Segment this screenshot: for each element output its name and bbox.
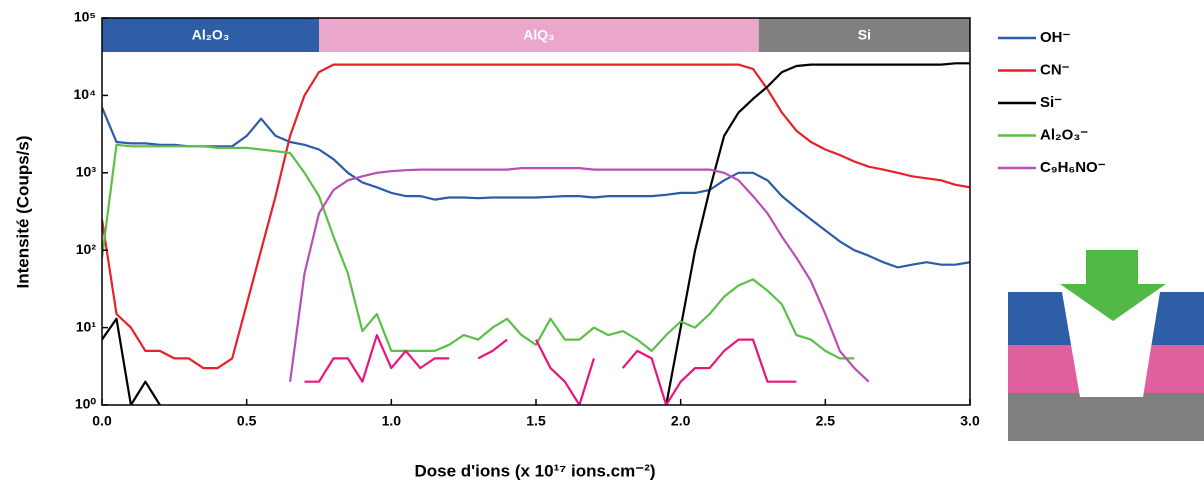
layer-diagram — [1008, 250, 1204, 441]
series-line — [289, 167, 870, 383]
y-axis-label: Intensité (Coups/s) — [13, 135, 32, 288]
x-axis-label: Dose d'ions (x 10¹⁷ ions.cm⁻²) — [414, 461, 655, 480]
y-tick-label: 10² — [76, 241, 97, 257]
legend-label: CN⁻ — [1040, 61, 1070, 78]
region-label: Al₂O₃ — [192, 27, 230, 43]
x-tick-label: 3.0 — [960, 413, 980, 429]
y-tick-label: 10⁴ — [74, 86, 97, 102]
legend-label: Si⁻ — [1040, 94, 1062, 111]
legend-label: C₉H₆NO⁻ — [1040, 159, 1106, 176]
plot-frame — [101, 17, 971, 406]
x-tick-label: 0.5 — [237, 413, 257, 429]
y-tick-label: 10⁵ — [74, 9, 96, 25]
x-tick-label: 1.5 — [526, 413, 546, 429]
series-line — [102, 63, 970, 370]
y-tick-label: 10³ — [76, 164, 97, 180]
series-line — [102, 106, 970, 269]
legend-label: OH⁻ — [1040, 29, 1071, 46]
x-tick-label: 1.0 — [382, 413, 402, 429]
series-line — [304, 334, 797, 405]
y-tick-label: 10¹ — [76, 318, 97, 334]
series-line — [102, 143, 855, 360]
x-tick-label: 2.5 — [816, 413, 836, 429]
region-band — [319, 18, 759, 52]
y-tick-label: 10⁰ — [75, 396, 97, 412]
legend-label: Al₂O₃⁻ — [1040, 126, 1088, 143]
region-label: AlQ₃ — [523, 27, 554, 43]
x-tick-label: 2.0 — [671, 413, 691, 429]
region-band — [102, 18, 319, 52]
x-tick-label: 0.0 — [92, 413, 112, 429]
series-line — [102, 62, 970, 405]
region-band — [758, 18, 970, 52]
region-label: Si — [858, 27, 871, 43]
